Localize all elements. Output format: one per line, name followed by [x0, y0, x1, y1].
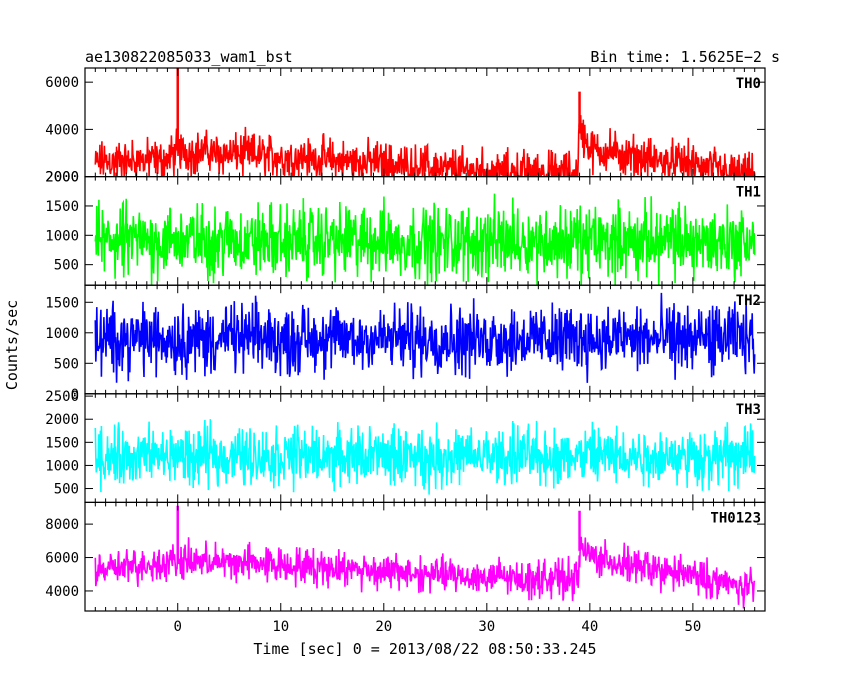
y-tick-label: 500 — [54, 356, 79, 372]
series-line-th0123 — [94, 536, 756, 609]
y-tick-label: 4000 — [45, 122, 79, 138]
x-tick-label: 40 — [581, 619, 598, 635]
y-tick-label: 500 — [54, 482, 79, 498]
y-tick-label: 1500 — [45, 435, 79, 451]
panel-label-th2: TH2 — [736, 293, 761, 309]
x-tick-label: 10 — [272, 619, 289, 635]
y-tick-label: 1000 — [45, 458, 79, 474]
x-axis-label: Time [sec] 0 = 2013/08/22 08:50:33.245 — [253, 640, 596, 658]
y-tick-label: 1000 — [45, 326, 79, 342]
y-tick-label: 1500 — [45, 199, 79, 215]
panel-frame-th0123 — [84, 501, 766, 612]
panel-label-th1: TH1 — [736, 185, 761, 201]
x-tick-label: 30 — [478, 619, 495, 635]
file-title: ae130822085033_wam1_bst — [85, 48, 293, 66]
panel-label-th3: TH3 — [736, 402, 761, 418]
y-tick-label: 2000 — [45, 170, 79, 186]
series-line-th1 — [94, 193, 756, 286]
y-tick-label: 4000 — [45, 584, 79, 600]
y-tick-label: 2000 — [45, 170, 79, 186]
y-tick-label: 1500 — [45, 295, 79, 311]
bin-time-label: Bin time: 1.5625E−2 s — [590, 48, 780, 66]
y-tick-label: 6000 — [45, 75, 79, 91]
y-tick-label: 2000 — [45, 412, 79, 428]
x-tick-label: 50 — [684, 619, 701, 635]
y-tick-label: 6000 — [45, 551, 79, 567]
y-tick-label: 500 — [54, 258, 79, 274]
series-line-th3 — [94, 419, 756, 495]
panel-label-th0: TH0 — [736, 76, 761, 92]
y-axis-label: Counts/sec — [3, 300, 21, 390]
x-tick-label: 20 — [375, 619, 392, 635]
y-tick-label: 8000 — [45, 517, 79, 533]
series-line-th2 — [94, 292, 756, 383]
y-tick-label: 0 — [71, 387, 79, 403]
x-tick-label: 0 — [174, 619, 182, 635]
y-tick-label: 2500 — [45, 389, 79, 405]
panel-label-th0123: TH0123 — [710, 510, 761, 526]
y-tick-label: 1000 — [45, 228, 79, 244]
series-line-th0 — [94, 115, 756, 177]
